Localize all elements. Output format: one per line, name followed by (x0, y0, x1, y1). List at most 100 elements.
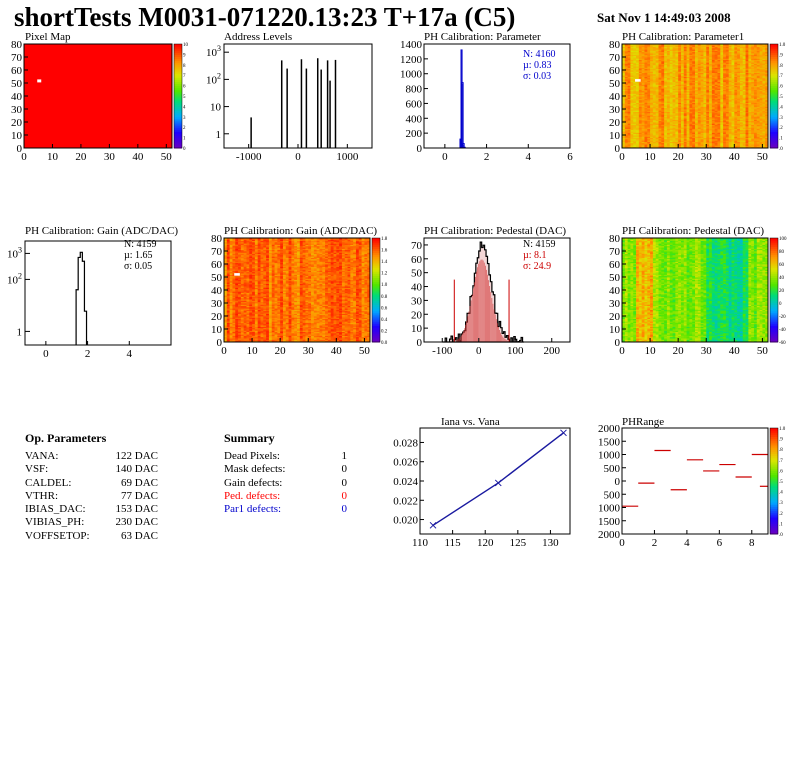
heatmap-cell (737, 133, 741, 136)
heatmap-cell (695, 99, 699, 102)
heatmap-cell (680, 124, 685, 127)
heatmap-cell (753, 114, 758, 116)
heatmap-cell (638, 119, 643, 122)
heatmap-cell (647, 80, 651, 83)
heatmap-cell (742, 76, 746, 79)
heatmap-cell (633, 81, 637, 84)
heatmap-cell (630, 132, 634, 135)
heatmap-cell (661, 92, 665, 94)
heatmap-cell (644, 132, 648, 135)
heatmap-cell (658, 135, 662, 137)
heatmap-cell (739, 133, 744, 136)
heatmap-cell (697, 138, 702, 141)
heatmap-cell (664, 131, 668, 133)
heatmap-cell (624, 115, 629, 118)
heatmap-cell (652, 129, 657, 132)
heatmap-cell (709, 136, 713, 138)
heatmap-cell (686, 92, 690, 94)
heatmap-cell (695, 112, 699, 115)
heatmap-cell (664, 140, 668, 142)
heatmap-cell (661, 80, 665, 83)
heatmap-cell (700, 97, 704, 99)
heatmap-cell (762, 114, 766, 116)
heatmap-cell (692, 81, 696, 84)
heatmap-cell (672, 131, 676, 133)
heatmap-cell (714, 109, 718, 111)
stat-line: σ: 0.03 (523, 71, 551, 82)
heatmap-cell (644, 131, 648, 133)
heatmap-cell (647, 83, 651, 85)
heatmap-cell (695, 145, 699, 148)
heatmap-cell (695, 123, 699, 125)
heatmap-cell (636, 111, 640, 114)
heatmap-cell (638, 77, 643, 80)
heatmap-cell (739, 110, 744, 112)
heatmap-cell (742, 80, 746, 83)
heatmap-cell (661, 137, 665, 140)
heatmap-cell (765, 101, 769, 103)
heatmap-cell (669, 115, 673, 118)
heatmap-cell (723, 89, 727, 92)
heatmap-cell (658, 116, 662, 119)
heatmap-cell (717, 85, 721, 88)
heatmap-cell (720, 135, 724, 137)
heatmap-cell (686, 109, 690, 111)
heatmap-cell (765, 90, 769, 93)
heatmap-cell (739, 107, 744, 110)
heatmap-cell (737, 85, 741, 88)
heatmap-cell (762, 144, 766, 146)
heatmap-cell (739, 118, 744, 120)
heatmap-cell (745, 80, 749, 83)
heatmap-cell (655, 132, 659, 135)
heatmap-cell (700, 135, 704, 137)
heatmap-cell (638, 128, 643, 131)
heatmap-cell (700, 129, 704, 132)
heatmap-cell (652, 89, 657, 92)
heatmap-cell (711, 129, 716, 132)
heatmap-cell (700, 101, 704, 103)
heatmap-cell (678, 129, 682, 132)
heatmap-cell (725, 127, 730, 129)
colorbar-label: 7 (183, 74, 186, 79)
heatmap-cell (765, 97, 769, 99)
heatmap-cell (728, 88, 732, 90)
heatmap-cell (748, 86, 752, 89)
heatmap-cell (751, 141, 755, 144)
heatmap-cell (703, 118, 707, 120)
heatmap-cell (672, 75, 676, 77)
heatmap-cell (641, 129, 645, 132)
heatmap-cell (622, 84, 626, 86)
heatmap-cell (624, 141, 629, 144)
heatmap-cell (725, 132, 730, 135)
heatmap-cell (759, 141, 763, 144)
heatmap-cell (742, 115, 746, 118)
heatmap-cell (728, 80, 732, 83)
heatmap-cell (753, 97, 758, 99)
heatmap-cell (739, 116, 744, 119)
heatmap-cell (734, 109, 738, 111)
heatmap-cell (664, 118, 668, 120)
heatmap-cell (686, 105, 690, 107)
heatmap-cell (734, 133, 738, 136)
colorbar-label: .0 (779, 147, 783, 152)
heatmap-cell (717, 114, 721, 116)
heatmap-cell (678, 89, 682, 92)
heatmap-cell (683, 144, 687, 146)
heatmap-cell (624, 135, 629, 137)
heatmap-cell (652, 86, 657, 89)
heatmap-cell (723, 115, 727, 118)
heatmap-cell (762, 115, 766, 118)
heatmap-cell (672, 124, 676, 127)
heatmap-cell (692, 102, 696, 105)
heatmap-cell (697, 89, 702, 92)
heatmap-cell (742, 99, 746, 102)
heatmap-cell (647, 99, 651, 102)
heatmap-cell (652, 140, 657, 142)
heatmap-cell (711, 140, 716, 142)
heatmap-cell (714, 144, 718, 146)
heatmap-cell (725, 84, 730, 86)
heatmap-cell (745, 81, 749, 84)
heatmap-cell (666, 76, 671, 79)
heatmap-cell (627, 97, 631, 99)
heatmap-cell (723, 131, 727, 133)
